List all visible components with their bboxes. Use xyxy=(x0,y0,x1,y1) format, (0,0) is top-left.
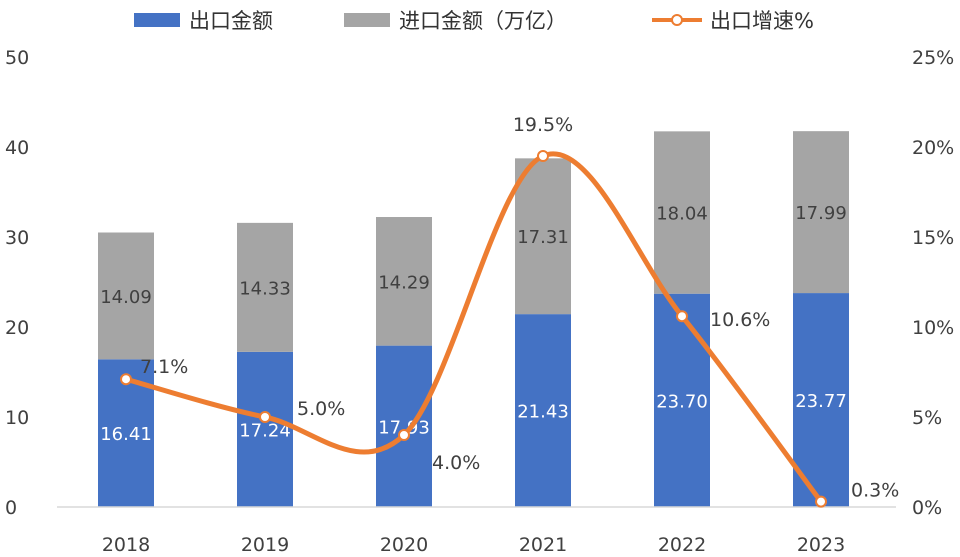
label-import-2020: 14.29 xyxy=(378,272,430,293)
legend-swatch-export xyxy=(134,13,180,27)
growth-value-labels: 7.1% 5.0% 4.0% 19.5% 10.6% 0.3% xyxy=(140,114,899,502)
right-tick-label: 0% xyxy=(912,497,942,519)
right-axis-ticks: 0% 5% 10% 15% 20% 25% xyxy=(912,47,954,519)
label-import-2023: 17.99 xyxy=(795,203,847,224)
growth-point-2022 xyxy=(676,310,688,323)
bar-import-2023 xyxy=(793,131,849,294)
left-axis-ticks: 0 10 20 30 40 50 xyxy=(5,47,29,519)
growth-label-2019: 5.0% xyxy=(297,398,345,420)
label-export-2019: 17.24 xyxy=(239,420,291,441)
left-tick-label: 20 xyxy=(5,317,29,339)
legend: 出口金额 进口金额（万亿） 出口增速% xyxy=(134,9,814,33)
label-import-2021: 17.31 xyxy=(517,227,569,248)
legend-label-import: 进口金额（万亿） xyxy=(399,9,567,33)
bar-import-2020 xyxy=(376,217,432,346)
bar-export-2019 xyxy=(237,351,293,507)
x-tick-label: 2021 xyxy=(519,534,567,556)
growth-point-2021 xyxy=(537,150,549,162)
label-import-2018: 14.09 xyxy=(100,287,152,308)
x-tick-label: 2019 xyxy=(241,534,289,556)
x-tick-label: 2018 xyxy=(102,534,150,556)
growth-point-2020 xyxy=(398,429,410,441)
right-tick-label: 25% xyxy=(912,47,954,69)
left-tick-label: 10 xyxy=(5,407,29,429)
x-tick-label: 2022 xyxy=(658,534,706,556)
bar-import-2019 xyxy=(237,222,293,352)
growth-label-2020: 4.0% xyxy=(432,452,480,474)
left-tick-label: 0 xyxy=(5,497,17,519)
bar-value-labels: 16.4114.0917.2414.3317.9314.2921.4317.31… xyxy=(100,203,847,445)
x-axis-ticks: 2018 2019 2020 2021 2022 2023 xyxy=(102,534,845,556)
label-export-2018: 16.41 xyxy=(100,424,152,445)
bar-export-2022 xyxy=(654,293,710,507)
growth-label-2018: 7.1% xyxy=(140,356,188,378)
label-export-2022: 23.70 xyxy=(656,391,708,412)
growth-label-2023: 0.3% xyxy=(851,480,899,502)
bar-export-2023 xyxy=(793,293,849,507)
bar-export-2020 xyxy=(376,345,432,507)
x-tick-label: 2020 xyxy=(380,534,428,556)
growth-point-2018 xyxy=(120,373,132,386)
left-tick-label: 50 xyxy=(5,47,29,69)
bar-import-2018 xyxy=(98,232,154,360)
label-export-2021: 21.43 xyxy=(517,402,569,423)
left-tick-label: 30 xyxy=(5,227,29,249)
right-tick-label: 10% xyxy=(912,317,954,339)
legend-swatch-import xyxy=(344,13,390,27)
growth-label-2022: 10.6% xyxy=(710,309,770,331)
label-import-2022: 18.04 xyxy=(656,204,708,225)
right-tick-label: 5% xyxy=(912,407,942,429)
left-tick-label: 40 xyxy=(5,137,29,159)
growth-line-series xyxy=(120,150,827,508)
growth-point-2023 xyxy=(815,495,827,508)
growth-label-2021: 19.5% xyxy=(513,114,573,136)
bar-import-2022 xyxy=(654,131,710,294)
legend-label-export: 出口金额 xyxy=(189,9,273,33)
legend-marker-growth xyxy=(671,14,683,26)
label-import-2019: 14.33 xyxy=(239,278,291,299)
label-export-2023: 23.77 xyxy=(795,391,847,412)
legend-label-growth: 出口增速% xyxy=(710,9,814,33)
bar-import-2021 xyxy=(515,158,571,315)
right-tick-label: 20% xyxy=(912,137,954,159)
bar-export-2021 xyxy=(515,314,571,507)
stacked-bars xyxy=(98,131,849,507)
x-tick-label: 2023 xyxy=(797,534,845,556)
growth-point-2019 xyxy=(259,411,271,423)
right-tick-label: 15% xyxy=(912,227,954,249)
